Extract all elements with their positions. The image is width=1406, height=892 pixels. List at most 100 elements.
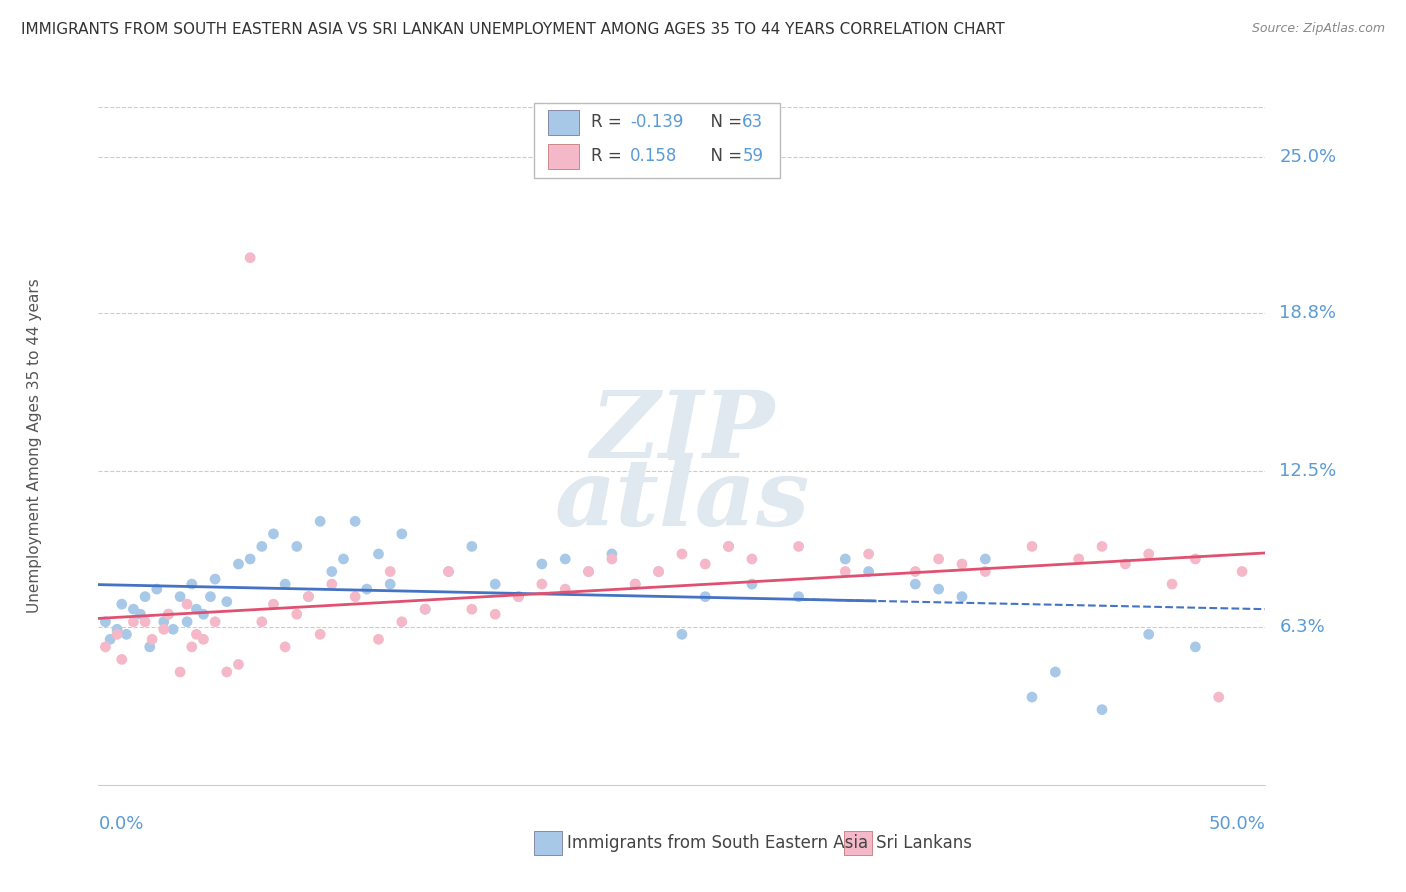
Point (344, 590, 367, 604)
Point (356, 582, 378, 596)
Point (1137, 547, 1160, 561)
Point (695, 590, 717, 604)
Point (111, 597, 134, 611)
Point (321, 577, 343, 591)
Point (152, 615, 174, 629)
Point (484, 577, 506, 591)
Text: N =: N = (700, 147, 748, 165)
Point (105, 622, 128, 636)
Point (262, 597, 284, 611)
Point (717, 540, 740, 554)
Point (554, 552, 576, 566)
Point (204, 615, 226, 629)
Point (834, 552, 856, 566)
Text: Source: ZipAtlas.com: Source: ZipAtlas.com (1251, 22, 1385, 36)
Point (94, 640, 117, 654)
Text: 6.3%: 6.3% (1279, 618, 1324, 636)
Point (285, 607, 308, 622)
Point (484, 607, 506, 622)
Point (157, 607, 180, 622)
Point (367, 632, 389, 647)
Point (129, 607, 152, 622)
Point (122, 602, 145, 616)
Text: 18.8%: 18.8% (1279, 304, 1336, 322)
Point (437, 565, 460, 579)
Point (834, 565, 856, 579)
Point (94, 615, 117, 629)
Point (134, 590, 156, 604)
Point (530, 557, 553, 571)
Text: Unemployment Among Ages 35 to 44 years: Unemployment Among Ages 35 to 44 years (27, 278, 42, 614)
Point (274, 640, 297, 654)
Point (98, 632, 121, 647)
Point (122, 615, 145, 629)
Text: 12.5%: 12.5% (1279, 462, 1337, 480)
Point (787, 540, 810, 554)
Point (228, 557, 250, 571)
Point (647, 565, 669, 579)
Point (437, 565, 460, 579)
Point (180, 640, 202, 654)
Text: 50.0%: 50.0% (1209, 815, 1265, 833)
Point (152, 622, 174, 636)
Point (193, 607, 215, 622)
Text: ZIP: ZIP (589, 387, 775, 477)
Point (111, 652, 134, 666)
Point (139, 640, 162, 654)
Point (1184, 640, 1206, 654)
Point (391, 615, 413, 629)
Point (141, 632, 163, 647)
Point (600, 552, 623, 566)
Point (1161, 577, 1184, 591)
Point (193, 632, 215, 647)
Point (461, 602, 484, 616)
Point (391, 527, 413, 541)
Text: 0.158: 0.158 (630, 147, 678, 165)
Point (1184, 552, 1206, 566)
Point (647, 565, 669, 579)
Point (858, 565, 880, 579)
Point (974, 565, 997, 579)
Point (380, 577, 402, 591)
Text: Sri Lankans: Sri Lankans (876, 834, 972, 852)
Point (904, 565, 927, 579)
Point (297, 590, 319, 604)
Point (624, 577, 647, 591)
Point (297, 590, 319, 604)
Point (321, 565, 343, 579)
Point (176, 597, 198, 611)
Point (169, 665, 191, 679)
Point (1230, 565, 1253, 579)
Point (115, 627, 138, 641)
Point (671, 627, 693, 641)
Point (1091, 540, 1114, 554)
Text: atlas: atlas (554, 455, 810, 545)
Point (169, 590, 191, 604)
Point (200, 590, 222, 604)
Point (695, 557, 717, 571)
Point (741, 577, 763, 591)
Text: R =: R = (591, 113, 627, 131)
Point (215, 595, 238, 609)
Point (554, 582, 576, 596)
Point (204, 572, 226, 586)
Point (344, 514, 367, 528)
Point (928, 552, 950, 566)
Point (508, 590, 530, 604)
Point (186, 627, 208, 641)
Point (1045, 665, 1067, 679)
Point (262, 527, 284, 541)
Point (309, 514, 332, 528)
Text: 25.0%: 25.0% (1279, 148, 1337, 166)
Text: R =: R = (591, 147, 627, 165)
Point (332, 552, 354, 566)
Point (285, 540, 308, 554)
Point (1137, 627, 1160, 641)
Point (380, 565, 402, 579)
Point (228, 657, 250, 672)
Point (215, 665, 238, 679)
Point (1091, 703, 1114, 717)
Point (530, 577, 553, 591)
Point (1208, 690, 1230, 704)
Point (600, 547, 623, 561)
